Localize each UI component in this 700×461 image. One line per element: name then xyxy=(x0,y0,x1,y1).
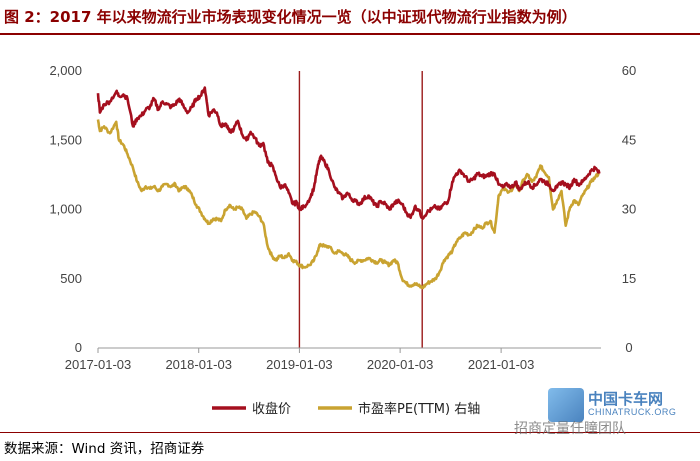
y-left-tick-label: 0 xyxy=(75,340,82,355)
x-tick-label: 2019-01-03 xyxy=(266,357,333,372)
legend: 收盘价 市盈率PE(TTM) 右轴 xyxy=(212,401,480,417)
y-left-tick-label: 1,500 xyxy=(49,132,82,147)
y-right-tick-label: 0 xyxy=(625,340,632,355)
x-tick-label: 2021-01-03 xyxy=(468,357,535,372)
chart-title: 图 2：2017 年以来物流行业市场表现变化情况一览（以中证现代物流行业指数为例… xyxy=(4,8,577,26)
chart-canvas: 0 500 1,000 1,500 2,000 0 15 30 45 60 2017-01-03 20… xyxy=(49,63,636,417)
watermark-text-team: 招商定量任瞳团队 xyxy=(514,421,626,437)
title-divider xyxy=(0,33,700,35)
y-right-tick-label: 45 xyxy=(622,132,636,147)
y-right-tick-label: 15 xyxy=(622,271,636,286)
axes: 0 500 1,000 1,500 2,000 0 15 30 45 60 2017-01-03 20… xyxy=(49,63,636,372)
x-tick-label: 2020-01-03 xyxy=(367,357,434,372)
y-left-tick-label: 1,000 xyxy=(49,202,82,217)
source-note: 数据来源：Wind 资讯，招商证券 xyxy=(4,441,205,457)
legend-pe-ttm-label: 市盈率PE(TTM) 右轴 xyxy=(358,401,480,417)
close-price-line xyxy=(96,86,601,220)
watermark-logo: 中国卡车网 CHINATRUCK.ORG xyxy=(548,388,698,432)
series-lines xyxy=(96,86,601,290)
y-right-tick-label: 30 xyxy=(622,202,636,217)
x-tick-label: 2018-01-03 xyxy=(165,357,232,372)
x-tick-label: 2017-01-03 xyxy=(65,357,132,372)
y-left-tick-label: 2,000 xyxy=(49,63,82,78)
legend-close-price-label: 收盘价 xyxy=(252,401,291,417)
y-left-tick-label: 500 xyxy=(60,271,82,286)
y-right-tick-label: 60 xyxy=(622,63,636,78)
footer-divider xyxy=(0,432,700,433)
truck-logo-icon xyxy=(548,388,584,422)
watermark-text-main: 中国卡车网 xyxy=(588,390,664,408)
pe-ttm-line xyxy=(96,119,600,290)
watermark-text-sub: CHINATRUCK.ORG xyxy=(588,407,677,417)
